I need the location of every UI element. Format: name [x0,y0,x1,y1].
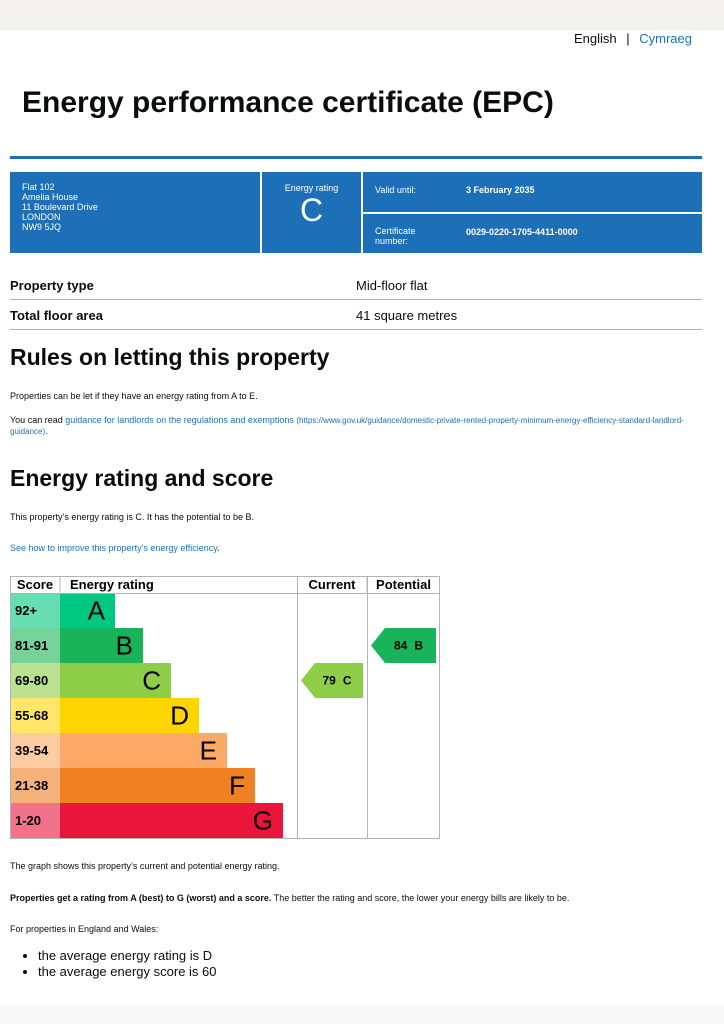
address-line: LONDON [22,212,61,222]
page-title: Energy performance certificate (EPC) [22,86,554,119]
paragraph: Properties can be let if they have an en… [10,391,258,401]
link[interactable]: guidance for landlords on the regulation… [10,415,684,436]
band-score: 39-54 [15,743,49,758]
score-cell [10,768,60,803]
band-bar [60,803,283,838]
property-key: Property type [10,278,94,293]
column-header: Potential [376,577,431,592]
column-header: Score [17,577,53,592]
potential-score: 84 [394,639,408,653]
rating-chart: Score Energy rating Current Potential 92+ A 81… [10,576,440,839]
rating-box: Energy rating C [262,172,361,253]
text: . [45,426,48,436]
certificate-box: Certificate number: 0029-0220-1705-4411-… [363,214,702,253]
band-bar [60,733,227,768]
footer-strip [0,1006,724,1024]
paragraph: See how to improve this property’s energ… [10,543,700,554]
band-bar [60,593,115,628]
score-cell [10,663,60,698]
score-cell [10,628,60,663]
property-key: Total floor area [10,308,103,323]
rating-label: Energy rating [284,183,339,193]
language: English [573,31,617,46]
current-score: 79 [322,674,336,688]
paragraph: The graph shows this property’s current … [10,861,280,871]
band-bar [60,628,143,663]
band-score: 81-91 [15,638,48,653]
band-bar [60,698,199,733]
address-line: Flat 102 [22,182,55,192]
property-value: 41 square metres [356,308,458,323]
bullet-list: the average energy rating is D the avera… [10,948,217,980]
band-score: 21-38 [15,778,48,793]
link[interactable]: See how to improve this property’s energ… [10,543,218,553]
certificate-label: Certificate number: [375,226,416,246]
band-letter: E [200,735,217,765]
band-letter: A [88,595,106,625]
property-value: Mid-floor flat [356,278,428,293]
band-score: 92+ [15,603,37,618]
paragraph: This property’s energy rating is C. It h… [10,512,254,522]
valid-date: 3 February 2035 [466,185,535,195]
potential-label: 84 B [394,639,423,653]
link-text: guidance for landlords on the regulation… [65,415,294,425]
text: . [217,543,220,553]
band-letter: C [142,665,161,695]
band-score: 1-20 [15,813,41,828]
band-letter: G [253,805,273,835]
score-cell [10,803,60,838]
property-row: Property type Mid-floor flat [10,270,702,300]
band-bar [60,768,255,803]
title-rule [10,156,702,159]
text: You can read [10,415,66,425]
band-letter: F [229,770,245,800]
current-letter: C [343,674,352,688]
certificate-number: 0029-0220-1705-4411-0000 [466,227,578,237]
current-arrow [301,663,363,698]
address-box: Flat 102 Amelia House 11 Boulevard Drive LO… [10,172,260,253]
score-cell [10,593,60,628]
band-letter: D [170,700,189,730]
band-score: 69-80 [15,673,48,688]
band-score: 55-68 [15,708,48,723]
bullet: the average energy rating is D [38,948,217,964]
top-bar [0,0,724,30]
address-line: Amelia House [22,192,79,202]
property-row: Total floor area 41 square metres [10,300,702,330]
bold-text: Properties get a rating from A (best) to… [10,893,272,903]
text: The better the rating and score, the low… [271,893,570,903]
current-label: 79 C [322,674,351,688]
rating-letter: C [299,192,324,228]
bullet: the average energy score is 60 [38,964,217,980]
language-link[interactable]: Cymraeg [639,31,692,46]
section-heading: Rules on letting this property [10,344,330,370]
address-line: 11 Boulevard Drive [22,202,98,212]
band-letter: B [116,630,133,660]
language-switch: English | Cymraeg [573,31,692,46]
score-cell [10,698,60,733]
paragraph: For properties in England and Wales: [10,924,159,934]
valid-box: Valid until: 3 February 2035 [363,172,702,212]
paragraph: Properties get a rating from A (best) to… [10,893,700,904]
section-heading: Energy rating and score [10,465,274,491]
score-cell [10,733,60,768]
link-url: (https://www.gov.uk/guidance/domestic-pr… [10,416,684,436]
band-bar [60,663,171,698]
paragraph: You can read guidance for landlords on t… [10,415,700,437]
column-header: Current [309,577,357,592]
column-header: Energy rating [70,577,154,592]
potential-letter: B [414,639,423,653]
valid-label: Valid until: [375,185,416,195]
potential-arrow [371,628,436,663]
chart-frame [10,576,440,839]
address-line: NW9 5JQ [22,222,62,232]
